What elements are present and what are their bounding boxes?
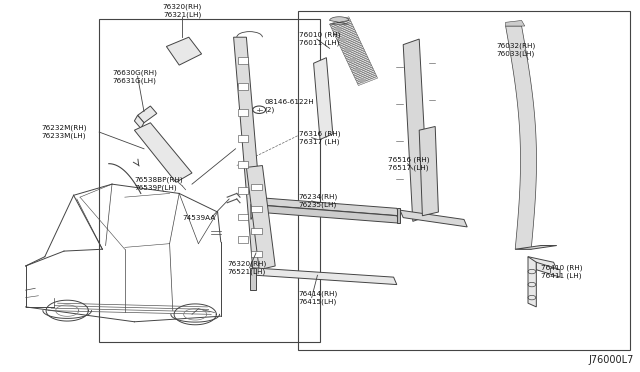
Text: 76410 (RH)
76411 (LH): 76410 (RH) 76411 (LH) [541,264,582,279]
Circle shape [336,28,341,31]
Bar [238,187,248,194]
Text: 74539AA: 74539AA [182,215,216,221]
Polygon shape [138,106,157,123]
Polygon shape [330,17,349,26]
Bar [238,83,248,90]
Polygon shape [335,29,355,38]
Text: 76320(RH)
76521(LH): 76320(RH) 76521(LH) [227,261,266,275]
Polygon shape [353,67,373,76]
Polygon shape [536,262,560,277]
Polygon shape [341,42,362,51]
Polygon shape [358,77,378,86]
Bar [238,214,248,220]
Polygon shape [355,70,374,79]
Polygon shape [397,208,400,223]
Polygon shape [134,115,144,128]
Bar [251,206,262,212]
Bar [238,57,248,64]
Polygon shape [345,50,365,59]
Circle shape [340,38,346,41]
Circle shape [350,58,355,61]
Polygon shape [250,268,256,290]
Polygon shape [333,25,353,33]
Text: 76538BP(RH)
76539P(LH): 76538BP(RH) 76539P(LH) [134,177,183,191]
Polygon shape [253,197,400,216]
Polygon shape [347,53,367,62]
Polygon shape [506,26,536,249]
Polygon shape [351,62,371,71]
Polygon shape [251,197,256,219]
Polygon shape [528,257,557,270]
Text: 76232M(RH)
76233M(LH): 76232M(RH) 76233M(LH) [42,125,87,139]
Text: 76320(RH)
76321(LH): 76320(RH) 76321(LH) [163,4,202,18]
Polygon shape [314,58,333,140]
Circle shape [346,48,351,51]
Polygon shape [134,123,192,182]
Bar [238,109,248,116]
Polygon shape [354,69,374,78]
Polygon shape [506,20,525,26]
Polygon shape [332,22,352,31]
Polygon shape [337,32,357,42]
Polygon shape [528,257,536,307]
Polygon shape [515,246,557,249]
Polygon shape [349,59,369,68]
Polygon shape [253,268,397,285]
Text: 76316 (RH)
76317 (LH): 76316 (RH) 76317 (LH) [299,131,340,145]
Polygon shape [350,61,370,70]
Text: 76630G(RH)
76631G(LH): 76630G(RH) 76631G(LH) [112,69,157,83]
Text: 76032(RH)
76033(LH): 76032(RH) 76033(LH) [496,43,535,57]
Polygon shape [357,75,377,84]
Polygon shape [335,28,355,37]
Polygon shape [331,20,351,29]
Polygon shape [349,58,369,67]
Polygon shape [419,126,438,216]
Polygon shape [330,17,349,24]
Polygon shape [343,45,363,54]
Bar [238,236,248,243]
Polygon shape [340,39,360,48]
Bar [251,184,262,190]
Text: 76516 (RH)
76517 (LH): 76516 (RH) 76517 (LH) [388,157,430,171]
Bar [251,228,262,234]
Polygon shape [352,64,372,73]
Polygon shape [246,166,275,270]
Polygon shape [356,73,376,83]
Bar [251,251,262,257]
Text: J76000L7: J76000L7 [588,355,634,365]
Circle shape [360,79,365,82]
Polygon shape [338,34,358,43]
Polygon shape [336,31,356,40]
Circle shape [355,69,360,72]
Polygon shape [344,48,364,57]
Text: 76234(RH)
76235(LH): 76234(RH) 76235(LH) [299,194,338,208]
Polygon shape [166,37,202,65]
Polygon shape [339,36,358,45]
Polygon shape [330,18,350,27]
Polygon shape [333,23,353,32]
Polygon shape [234,37,266,270]
Bar [238,135,248,142]
Text: 08146-6122H
(2): 08146-6122H (2) [264,99,314,113]
Polygon shape [253,205,400,223]
Polygon shape [400,210,467,227]
Polygon shape [346,51,366,60]
Text: 76010 (RH)
76011 (LH): 76010 (RH) 76011 (LH) [299,32,340,46]
Polygon shape [348,56,368,65]
Text: 76414(RH)
76415(LH): 76414(RH) 76415(LH) [299,291,338,305]
Bar [298,11,630,350]
Polygon shape [403,39,429,221]
Polygon shape [340,40,360,49]
Polygon shape [342,44,362,52]
Polygon shape [353,65,372,74]
Bar [99,19,320,342]
Polygon shape [348,55,367,64]
Polygon shape [355,72,376,81]
Bar [238,161,248,168]
Polygon shape [339,37,359,46]
Polygon shape [344,46,364,56]
Polygon shape [334,26,354,35]
